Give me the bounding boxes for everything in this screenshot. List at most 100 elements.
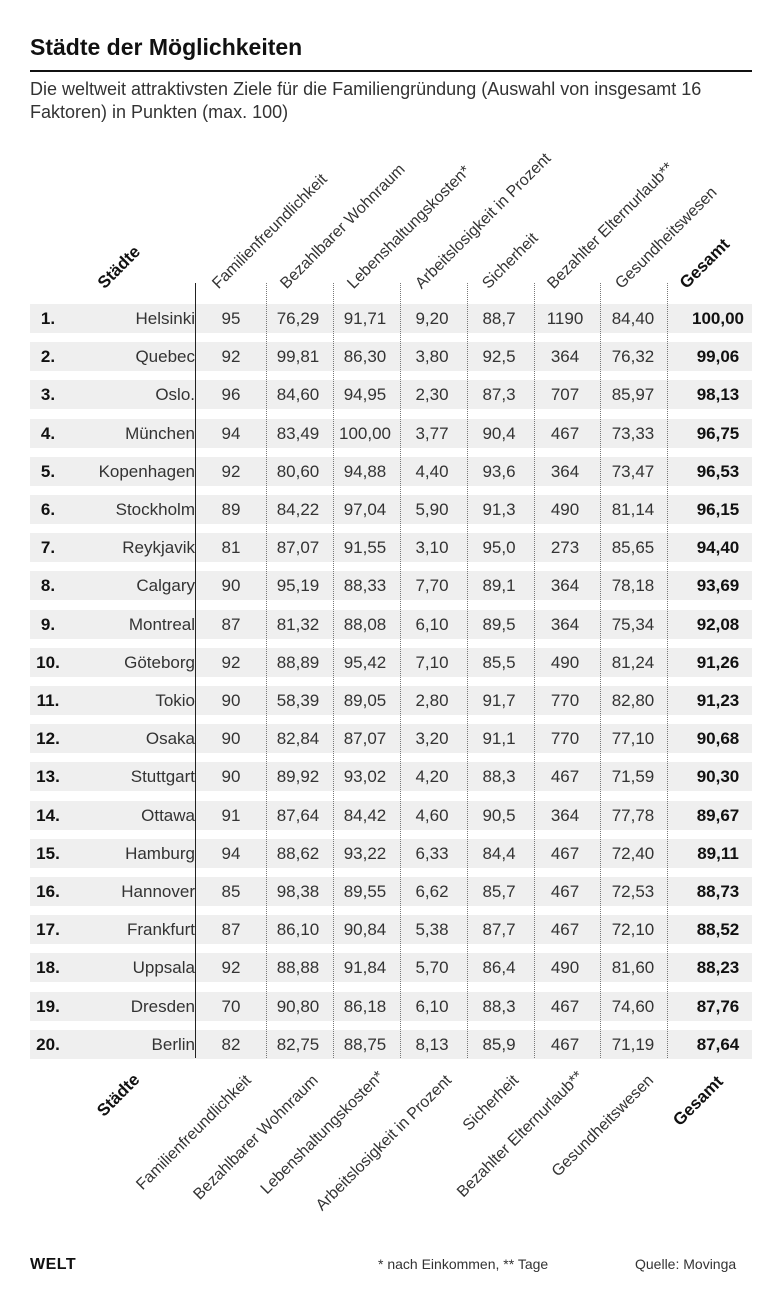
value-cell: 89,5 xyxy=(482,614,516,634)
value-cell: 82,80 xyxy=(611,691,655,710)
value-cell: 92 xyxy=(221,958,241,978)
value-cell: 770 xyxy=(550,729,580,749)
rank: 4. xyxy=(40,423,56,443)
city-name: Oslo. xyxy=(155,385,195,405)
column-header: Städte xyxy=(93,242,145,293)
value-cell: 88,3 xyxy=(482,996,516,1016)
value-cell: 707 xyxy=(550,385,580,405)
value-cell: 95 xyxy=(221,309,241,328)
value-cell: 7,70 xyxy=(415,576,449,596)
value-cell: 92 xyxy=(221,652,241,672)
value-cell: 88,3 xyxy=(482,767,516,787)
city-name: Hannover xyxy=(121,882,195,901)
column-header: Arbeitslosigkeit in Prozent xyxy=(312,1072,456,1215)
value-cell: 92 xyxy=(221,347,241,367)
dotted-column-divider xyxy=(600,283,601,1058)
value-cell: 95,0 xyxy=(482,538,516,558)
table-row: 5. Kopenhagen 92 80,60 94,88 4,40 93,6 364 73,47… xyxy=(30,456,752,486)
city-name: Frankfurt xyxy=(126,920,195,940)
value-cell: 89 xyxy=(221,500,241,519)
value-cell: 89,05 xyxy=(343,691,387,710)
page-title: Städte der Möglichkeiten xyxy=(30,34,303,60)
value-cell: 94,95 xyxy=(343,385,387,405)
column-header: Bezahlbarer Wohnraum xyxy=(277,160,409,293)
value-cell: 467 xyxy=(550,882,580,901)
value-cell: 82,84 xyxy=(276,729,320,749)
table-row: 18. Uppsala 92 88,88 91,84 5,70 86,4 490 81,60 88… xyxy=(30,953,752,983)
city-name: Montreal xyxy=(128,614,195,634)
table-row: 3. Oslo. 96 84,60 94,95 2,30 87,3 707 85,97 98,13 xyxy=(30,380,752,410)
value-cell: 100,00 xyxy=(339,423,391,443)
value-cell: 77,10 xyxy=(611,729,655,749)
value-cell: 6,62 xyxy=(415,882,449,901)
value-cell: 92 xyxy=(221,461,241,481)
value-cell: 91,3 xyxy=(482,500,516,519)
value-cell: 467 xyxy=(550,767,580,787)
value-cell: 90 xyxy=(221,691,241,710)
rank: 19. xyxy=(36,996,60,1016)
value-cell: 88,75 xyxy=(343,1034,387,1054)
rank: 12. xyxy=(36,729,60,749)
value-cell: 364 xyxy=(550,347,580,367)
value-cell: 90 xyxy=(221,729,241,749)
value-cell: 85,9 xyxy=(482,1034,516,1054)
table-row: 4. München 94 83,49 100,00 3,77 90,4 467 73,33 96… xyxy=(30,418,752,448)
column-header: Bezahlbarer Wohnraum xyxy=(190,1072,323,1204)
table-row: 1. Helsinki 95 76,29 91,71 9,20 88,7 1190 84,40 1… xyxy=(30,304,752,333)
value-cell: 84,22 xyxy=(276,500,320,519)
value-cell: 88,88 xyxy=(276,958,320,978)
value-cell: 3,80 xyxy=(415,347,449,367)
value-cell: 273 xyxy=(550,538,580,558)
rank: 11. xyxy=(36,691,60,710)
city-column-divider xyxy=(195,283,196,1058)
value-cell: 72,10 xyxy=(611,920,655,940)
value-cell: 94 xyxy=(221,843,241,863)
value-cell: 93,02 xyxy=(343,767,387,787)
value-cell: 467 xyxy=(550,843,580,863)
value-cell: 5,70 xyxy=(415,958,449,978)
value-cell: 82,75 xyxy=(276,1034,320,1054)
value-cell: 76,29 xyxy=(276,309,320,328)
value-cell: 94,88 xyxy=(343,461,387,481)
total-score: 92,08 xyxy=(696,614,740,634)
value-cell: 4,40 xyxy=(415,461,449,481)
value-cell: 87,64 xyxy=(276,805,320,825)
city-name: München xyxy=(125,423,195,443)
column-header: Lebenshaltungskosten* xyxy=(257,1068,388,1198)
value-cell: 89,55 xyxy=(343,882,387,901)
value-cell: 87,07 xyxy=(276,538,320,558)
rank: 5. xyxy=(40,461,56,481)
value-cell: 84,4 xyxy=(482,843,516,863)
rank: 7. xyxy=(40,538,56,558)
value-cell: 73,47 xyxy=(611,461,655,481)
value-cell: 80,60 xyxy=(276,461,320,481)
value-cell: 81,24 xyxy=(611,652,655,672)
column-header: Familienfreundlichkeit xyxy=(133,1072,256,1194)
total-score: 91,26 xyxy=(696,652,740,672)
value-cell: 88,33 xyxy=(343,576,387,596)
rank: 13. xyxy=(36,767,60,787)
value-cell: 74,60 xyxy=(611,996,655,1016)
value-cell: 91,71 xyxy=(343,309,387,328)
value-cell: 70 xyxy=(221,996,241,1016)
value-cell: 6,10 xyxy=(415,614,449,634)
value-cell: 95,42 xyxy=(343,652,387,672)
dotted-column-divider xyxy=(534,283,535,1058)
column-header: Gesamt xyxy=(675,234,734,293)
value-cell: 83,49 xyxy=(276,423,320,443)
welt-logo: WELT xyxy=(30,1256,77,1273)
value-cell: 91,1 xyxy=(482,729,516,749)
value-cell: 770 xyxy=(550,691,580,710)
value-cell: 9,20 xyxy=(415,309,449,328)
value-cell: 89,92 xyxy=(276,767,320,787)
value-cell: 3,77 xyxy=(415,423,449,443)
total-score: 89,67 xyxy=(696,805,740,825)
value-cell: 77,78 xyxy=(611,805,655,825)
value-cell: 490 xyxy=(550,500,580,519)
rank: 16. xyxy=(36,882,60,901)
value-cell: 72,40 xyxy=(611,843,655,863)
total-score: 87,76 xyxy=(696,996,740,1016)
city-name: Reykjavik xyxy=(122,538,195,558)
value-cell: 364 xyxy=(550,461,580,481)
